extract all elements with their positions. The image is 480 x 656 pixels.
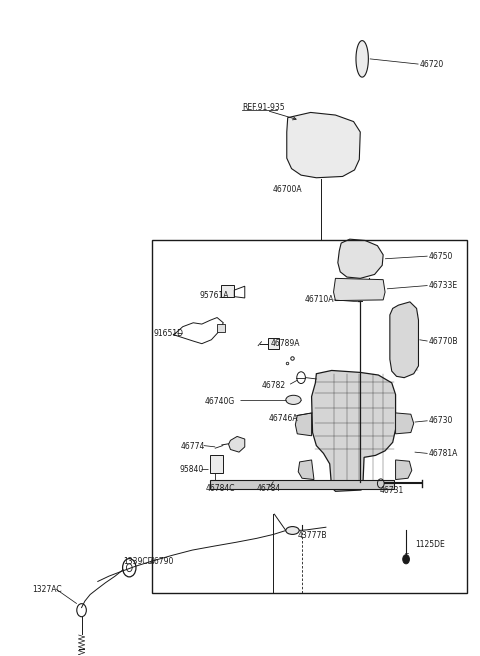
Ellipse shape <box>286 527 299 535</box>
Polygon shape <box>295 413 312 436</box>
Polygon shape <box>396 460 412 480</box>
Circle shape <box>403 555 409 564</box>
Polygon shape <box>228 436 245 452</box>
Text: 46733E: 46733E <box>429 281 457 290</box>
Bar <box>210 455 223 473</box>
Text: 46720: 46720 <box>420 60 444 69</box>
Ellipse shape <box>286 396 301 405</box>
Text: 46790: 46790 <box>149 557 174 565</box>
Text: 1327AC: 1327AC <box>33 584 62 594</box>
Text: 46750: 46750 <box>429 252 453 260</box>
Text: 1339CD: 1339CD <box>123 557 154 565</box>
Polygon shape <box>338 239 383 278</box>
Text: 46740G: 46740G <box>204 397 234 405</box>
Text: 46774: 46774 <box>180 442 205 451</box>
Text: 95761A: 95761A <box>199 291 229 300</box>
Text: 46770B: 46770B <box>429 337 458 346</box>
Bar <box>268 338 279 349</box>
Polygon shape <box>312 371 396 491</box>
Polygon shape <box>390 302 419 378</box>
Polygon shape <box>356 41 368 77</box>
Text: 46730: 46730 <box>429 417 453 425</box>
Text: 46781A: 46781A <box>429 449 458 458</box>
Text: 46784: 46784 <box>257 484 281 493</box>
Text: 95840: 95840 <box>180 464 204 474</box>
Text: 1125DE: 1125DE <box>416 541 445 549</box>
Text: 91651D: 91651D <box>153 329 183 338</box>
Text: 43777B: 43777B <box>298 531 327 540</box>
Polygon shape <box>298 460 314 480</box>
Text: 46746A: 46746A <box>269 414 298 422</box>
Text: 46782: 46782 <box>262 381 286 390</box>
Bar <box>333 136 348 144</box>
Bar <box>333 125 348 133</box>
Text: 46700A: 46700A <box>273 185 302 194</box>
Polygon shape <box>287 112 360 178</box>
Bar <box>333 148 348 155</box>
Text: 46789A: 46789A <box>271 339 300 348</box>
Bar <box>221 285 234 297</box>
Text: 46784C: 46784C <box>205 484 235 493</box>
Text: 46731: 46731 <box>380 486 404 495</box>
Polygon shape <box>334 278 385 300</box>
Bar <box>217 324 225 332</box>
Bar <box>152 240 467 592</box>
Text: 46710A: 46710A <box>305 295 335 304</box>
Polygon shape <box>210 480 394 489</box>
Polygon shape <box>396 413 414 434</box>
Text: REF.91-935: REF.91-935 <box>242 103 285 112</box>
